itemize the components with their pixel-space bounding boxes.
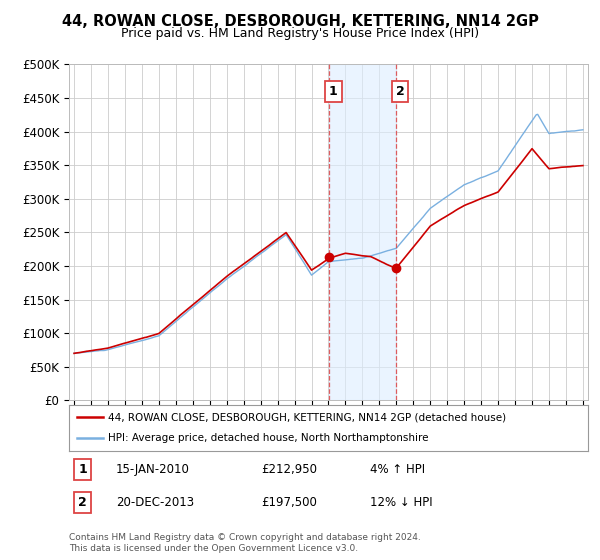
Text: 44, ROWAN CLOSE, DESBOROUGH, KETTERING, NN14 2GP (detached house): 44, ROWAN CLOSE, DESBOROUGH, KETTERING, … (108, 412, 506, 422)
Text: HPI: Average price, detached house, North Northamptonshire: HPI: Average price, detached house, Nort… (108, 433, 428, 444)
Text: 1: 1 (79, 464, 87, 477)
Text: 12% ↓ HPI: 12% ↓ HPI (370, 496, 433, 509)
Text: Contains HM Land Registry data © Crown copyright and database right 2024.
This d: Contains HM Land Registry data © Crown c… (69, 533, 421, 553)
Text: £197,500: £197,500 (261, 496, 317, 509)
Text: 44, ROWAN CLOSE, DESBOROUGH, KETTERING, NN14 2GP: 44, ROWAN CLOSE, DESBOROUGH, KETTERING, … (62, 14, 538, 29)
Text: 1: 1 (329, 85, 338, 98)
Bar (329, 64, 396, 400)
Text: 15-JAN-2010: 15-JAN-2010 (116, 464, 190, 477)
Text: 20-DEC-2013: 20-DEC-2013 (116, 496, 194, 509)
Text: 4% ↑ HPI: 4% ↑ HPI (370, 464, 425, 477)
Text: 2: 2 (395, 85, 404, 98)
Text: 2: 2 (79, 496, 87, 509)
Text: £212,950: £212,950 (261, 464, 317, 477)
Text: Price paid vs. HM Land Registry's House Price Index (HPI): Price paid vs. HM Land Registry's House … (121, 27, 479, 40)
